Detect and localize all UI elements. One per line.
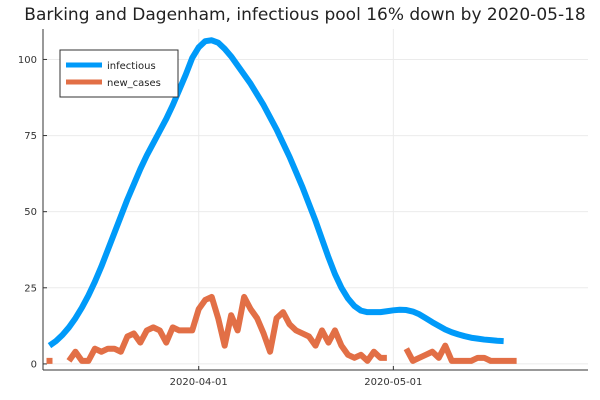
y-tick-label: 50 [24, 207, 37, 218]
series-lines [46, 37, 517, 364]
legend: infectious new_cases [59, 49, 179, 98]
series-line-new-cases [403, 342, 517, 364]
x-tick-label: 2020-04-01 [170, 377, 228, 388]
y-tick-label: 25 [24, 283, 37, 294]
legend-box [59, 49, 179, 98]
y-tick-label: 75 [24, 131, 37, 142]
y-tick-label: 100 [18, 55, 37, 66]
series-line-infectious [47, 37, 504, 349]
x-tick-label: 2020-05-01 [364, 377, 422, 388]
chart-title: Barking and Dagenham, infectious pool 16… [24, 5, 585, 25]
legend-label-new-cases: new_cases [107, 78, 161, 89]
series-line-new-cases [66, 293, 387, 364]
axes: 0 25 50 75 100 2020-04-01 2020-05-01 [18, 29, 588, 388]
y-tick-label: 0 [31, 359, 37, 370]
legend-label-infectious: infectious [107, 61, 156, 72]
